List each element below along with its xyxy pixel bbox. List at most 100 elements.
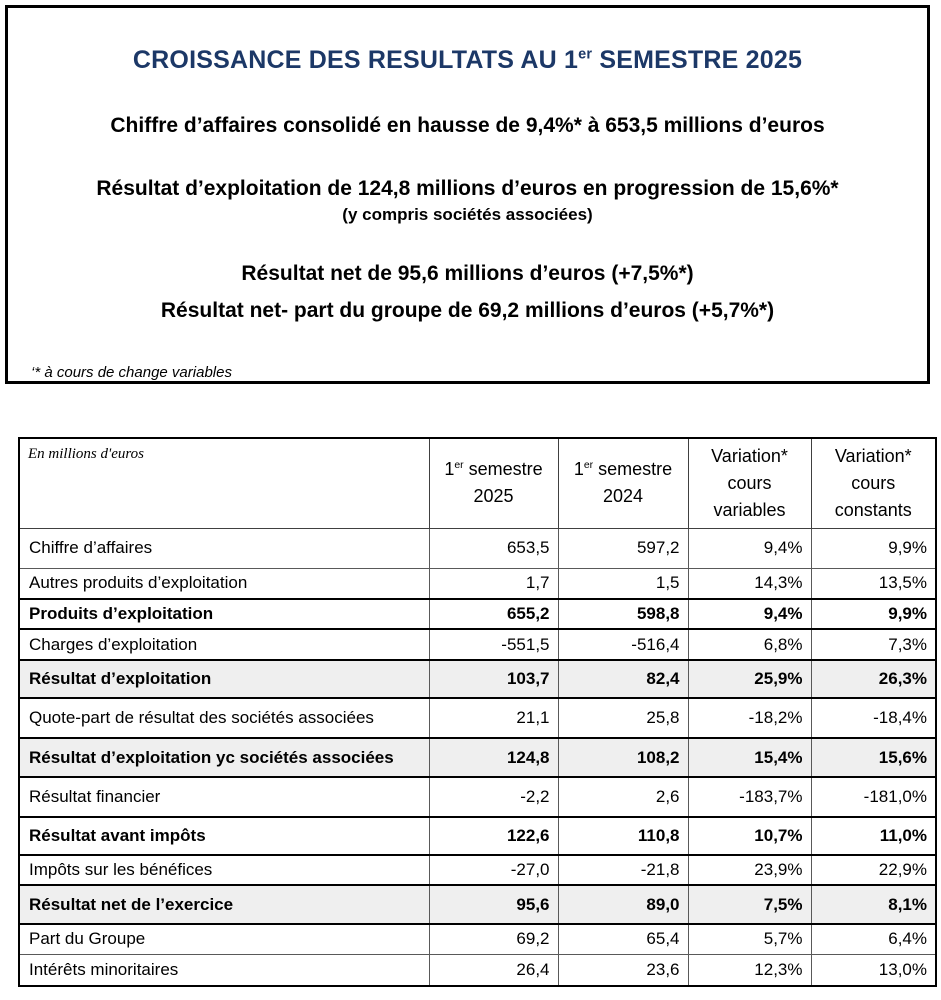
value-s2025: 103,7 <box>428 659 559 699</box>
value-s2024: 110,8 <box>557 816 689 856</box>
value-s2025: 655,2 <box>428 598 559 630</box>
column-header-text: 1 <box>573 459 584 480</box>
row-label: Impôts sur les bénéfices <box>18 854 430 886</box>
value-variation-variables: 9,4% <box>687 527 812 569</box>
value-s2025: 653,5 <box>428 527 559 569</box>
table-row: Résultat financier -2,2 2,6 -183,7% -181,0% <box>18 776 937 818</box>
column-header-superscript: er <box>583 460 594 472</box>
value-s2025: -2,2 <box>428 776 559 818</box>
column-header-variation-variables: Variation* cours variables <box>687 437 812 529</box>
table-row: Autres produits d’exploitation 1,7 1,5 14,3… <box>18 567 937 600</box>
value-variation-variables: -183,7% <box>687 776 812 818</box>
value-s2025: 69,2 <box>428 923 559 955</box>
value-s2024: 1,5 <box>557 567 689 600</box>
column-header-text: semestre 2024 <box>593 459 673 507</box>
row-label: Résultat avant impôts <box>18 816 430 856</box>
value-variation-variables: -18,2% <box>687 697 812 739</box>
table-row: Quote-part de résultat des sociétés asso… <box>18 697 937 739</box>
table-row: Produits d’exploitation 655,2 598,8 9,4% 9,9… <box>18 598 937 630</box>
press-release-title: CROISSANCE DES RESULTATS AU 1er SEMESTRE… <box>8 46 927 75</box>
value-s2025: 26,4 <box>428 953 559 987</box>
value-variation-variables: 6,8% <box>687 628 812 661</box>
column-header-text: 1 <box>444 459 455 480</box>
value-variation-constants: 13,0% <box>810 953 937 987</box>
value-s2024: 2,6 <box>557 776 689 818</box>
value-s2024: 23,6 <box>557 953 689 987</box>
headline-net-group-share: Résultat net- part du groupe de 69,2 mil… <box>160 299 775 322</box>
table-row: Intérêts minoritaires 26,4 23,6 12,3% 13,0% <box>18 953 937 987</box>
headline-revenue: Chiffre d’affaires consolidé en hausse d… <box>110 114 825 137</box>
value-s2025: 21,1 <box>428 697 559 739</box>
value-variation-variables: 7,5% <box>687 884 812 925</box>
column-header-unit: En millions d'euros <box>18 437 430 529</box>
title-text: SEMESTRE 2025 <box>592 46 803 74</box>
row-label: Chiffre d’affaires <box>18 527 430 569</box>
value-variation-constants: 9,9% <box>810 527 937 569</box>
value-variation-constants: 13,5% <box>810 567 937 600</box>
value-variation-variables: 23,9% <box>687 854 812 886</box>
value-s2024: 65,4 <box>557 923 689 955</box>
value-s2024: -21,8 <box>557 854 689 886</box>
results-table: En millions d'euros 1er semestre 2025 1e… <box>18 437 937 987</box>
value-s2024: 82,4 <box>557 659 689 699</box>
row-label: Résultat d’exploitation <box>18 659 430 699</box>
value-s2025: 95,6 <box>428 884 559 925</box>
value-variation-constants: 26,3% <box>810 659 937 699</box>
value-variation-constants: 9,9% <box>810 598 937 630</box>
value-variation-variables: 9,4% <box>687 598 812 630</box>
value-variation-variables: 25,9% <box>687 659 812 699</box>
column-header-variation-constants: Variation* cours constants <box>810 437 937 529</box>
value-s2025: 1,7 <box>428 567 559 600</box>
table-row: Résultat net de l’exercice 95,6 89,0 7,5% 8,… <box>18 884 937 925</box>
value-s2024: 89,0 <box>557 884 689 925</box>
table-row: Résultat d’exploitation 103,7 82,4 25,9% 26,… <box>18 659 937 699</box>
table-header-row: En millions d'euros 1er semestre 2025 1e… <box>18 437 937 529</box>
column-header-superscript: er <box>454 460 464 472</box>
row-label: Autres produits d’exploitation <box>18 567 430 600</box>
value-variation-constants: -181,0% <box>810 776 937 818</box>
row-label: Intérêts minoritaires <box>18 953 430 987</box>
row-label: Résultat net de l’exercice <box>18 884 430 925</box>
table-body: Chiffre d’affaires 653,5 597,2 9,4% 9,9% Autr… <box>18 527 937 987</box>
value-variation-variables: 5,7% <box>687 923 812 955</box>
value-s2025: 124,8 <box>428 737 559 778</box>
value-variation-variables: 15,4% <box>687 737 812 778</box>
row-label: Charges d’exploitation <box>18 628 430 661</box>
exchange-rate-footnote: ‘* à cours de change variables <box>31 364 232 381</box>
value-variation-constants: 15,6% <box>810 737 937 778</box>
column-header-s2025: 1er semestre 2025 <box>428 437 559 529</box>
value-s2025: -27,0 <box>428 854 559 886</box>
table-row: Charges d’exploitation -551,5 -516,4 6,8% 7,… <box>18 628 937 661</box>
value-s2024: 598,8 <box>557 598 689 630</box>
column-header-text: semestre 2025 <box>463 459 543 507</box>
value-variation-constants: 6,4% <box>810 923 937 955</box>
value-variation-variables: 10,7% <box>687 816 812 856</box>
value-variation-constants: -18,4% <box>810 697 937 739</box>
value-s2024: 108,2 <box>557 737 689 778</box>
value-variation-constants: 11,0% <box>810 816 937 856</box>
value-s2025: -551,5 <box>428 628 559 661</box>
value-variation-constants: 7,3% <box>810 628 937 661</box>
value-s2024: 25,8 <box>557 697 689 739</box>
row-label: Résultat financier <box>18 776 430 818</box>
value-s2025: 122,6 <box>428 816 559 856</box>
table-row: Impôts sur les bénéfices -27,0 -21,8 23,9% 2… <box>18 854 937 886</box>
title-text: CROISSANCE DES RESULTATS AU 1 <box>132 46 579 74</box>
row-label: Part du Groupe <box>18 923 430 955</box>
row-label: Quote-part de résultat des sociétés asso… <box>18 697 430 739</box>
value-variation-variables: 12,3% <box>687 953 812 987</box>
title-superscript: er <box>578 46 593 63</box>
table-row: Résultat avant impôts 122,6 110,8 10,7% 11,0… <box>18 816 937 856</box>
value-s2024: -516,4 <box>557 628 689 661</box>
table-row: Résultat d’exploitation yc sociétés asso… <box>18 737 937 778</box>
row-label: Résultat d’exploitation yc sociétés asso… <box>18 737 430 778</box>
value-variation-constants: 22,9% <box>810 854 937 886</box>
value-s2024: 597,2 <box>557 527 689 569</box>
headline-operating-subnote: (y compris sociétés associées) <box>342 205 593 224</box>
header-box: CROISSANCE DES RESULTATS AU 1er SEMESTRE… <box>5 5 930 384</box>
table-row: Part du Groupe 69,2 65,4 5,7% 6,4% <box>18 923 937 955</box>
value-variation-constants: 8,1% <box>810 884 937 925</box>
table-row: Chiffre d’affaires 653,5 597,2 9,4% 9,9% <box>18 527 937 569</box>
headline-operating-result: Résultat d’exploitation de 124,8 million… <box>96 177 839 200</box>
column-header-s2024: 1er semestre 2024 <box>557 437 689 529</box>
